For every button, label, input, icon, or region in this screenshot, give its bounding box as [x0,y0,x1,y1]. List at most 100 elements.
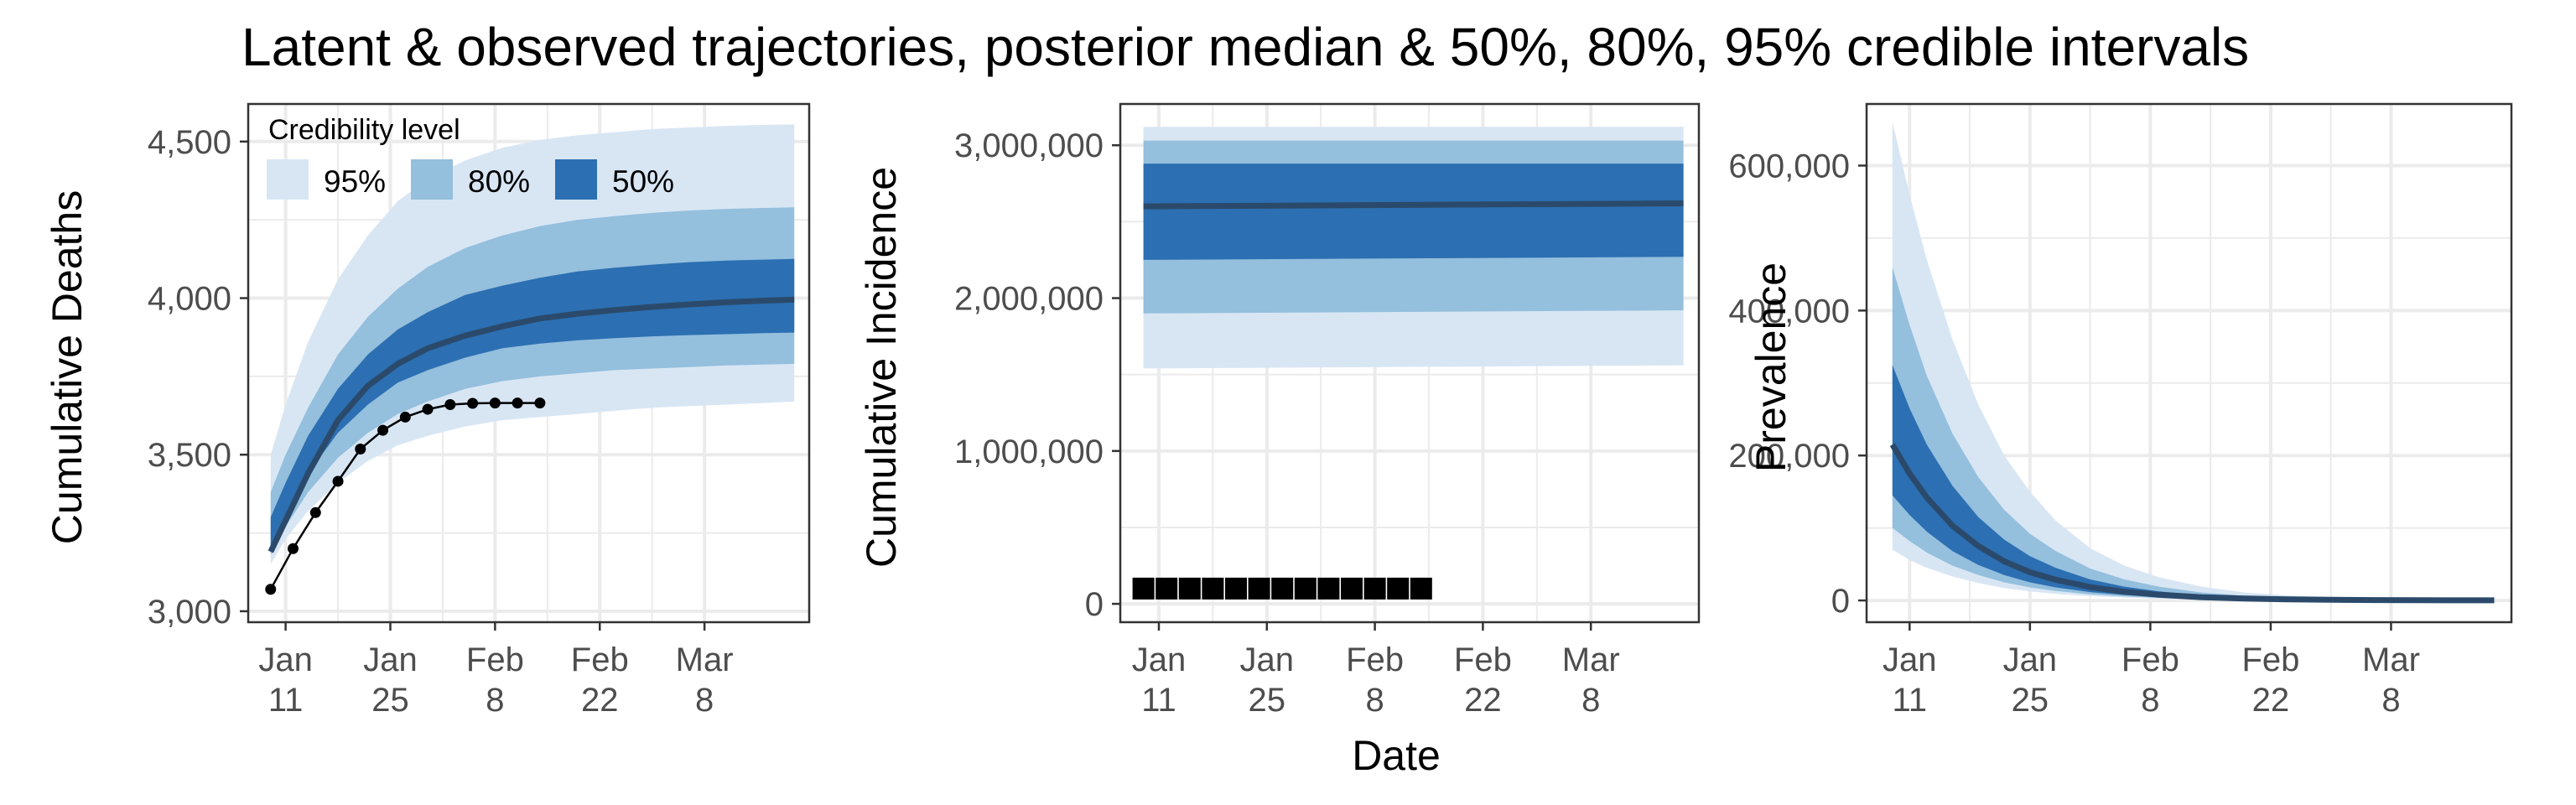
x-tick-label-month: Mar [676,641,734,678]
x-tick-label-day: 8 [695,682,714,719]
legend-label-80: 80% [468,164,530,199]
x-tick-label-month: Feb [1454,641,1512,678]
x-tick-label-month: Jan [363,641,418,678]
band-50 [270,258,795,549]
panel-cumulative-incidence: 0 1,000,000 2,000,000 3,000,000 Jan 11 Jan 25 Fe… [858,102,1701,719]
x-tick-label-month: Feb [571,641,629,678]
y-tick-label: 0 [1085,586,1104,623]
observed-layer [265,397,546,595]
observed-point [332,475,344,487]
x-tick-label-day: 25 [2012,682,2049,719]
observed-point [512,397,523,409]
panel-prevalence: 0 200,000 400,000 600,000 Jan 11 Jan 25 Feb 8 Feb 2… [1728,102,2513,719]
panel-border [1865,102,2513,624]
x-tick-label-day: 25 [371,682,409,719]
y-axis-title: Prevalence [1748,262,1794,472]
x-tick-label-day: 22 [1464,682,1502,719]
x-tick-label-month: Feb [2241,641,2299,678]
observed-point [1202,577,1224,600]
median-line [1143,200,1684,210]
x-tick-label-day: 8 [2141,682,2159,719]
x-tick-label-month: Jan [2003,641,2058,678]
legend-swatch-80 [411,159,453,200]
observed-point [489,397,501,409]
legend-title: Credibility level [268,114,460,146]
observed-point [1178,577,1201,600]
legend-swatch-50 [555,159,597,200]
grid-lines [1867,104,2511,622]
x-tick-label-month: Jan [1240,641,1295,678]
y-tick-label: 3,000 [148,594,231,631]
observed-point [1387,577,1410,600]
x-tick-label-day: 11 [268,682,304,719]
axes: 0 200,000 400,000 600,000 Jan 11 Jan 25 Feb 8 Feb 2… [1728,102,2513,719]
y-tick-label: 400,000 [1728,293,1850,330]
y-tick-label: 200,000 [1728,438,1850,475]
figure-title: Latent & observed trajectories, posterio… [242,17,2249,77]
observed-point [377,424,389,436]
observed-point [534,397,546,409]
median-layer [1889,443,2495,604]
panel-border [247,102,811,624]
x-tick-label-day: 25 [1249,682,1286,719]
x-tick-label-month: Feb [2122,641,2179,678]
x-tick-label-day: 22 [581,682,619,719]
y-tick-label: 4,500 [148,124,231,161]
y-tick-label: 3,500 [148,437,231,474]
credible-bands [1892,122,2495,601]
x-tick-label-day: 8 [1365,682,1384,719]
y-tick-label: 2,000,000 [954,281,1104,318]
x-tick-label-month: Feb [1346,641,1404,678]
observed-point [467,397,479,409]
observed-point [1410,577,1432,600]
observed-point [1317,577,1340,600]
y-tick-label: 0 [1831,583,1850,620]
panel-cumulative-deaths: 3,000 3,500 4,000 4,500 Jan 11 Jan 25 Feb 8 Feb 22 M… [44,102,811,719]
observed-point [444,398,456,410]
x-tick-label-month: Jan [258,641,313,678]
y-tick-label: 3,000,000 [954,127,1104,164]
x-tick-label-month: Mar [1562,641,1620,678]
observed-point [355,444,366,455]
panel-border [1119,102,1701,624]
observed-point [288,543,299,554]
observed-point [422,403,434,415]
observed-point [1341,577,1363,600]
observed-point [265,584,277,595]
y-axis-title: Cumulative Deaths [44,190,91,544]
axes: 3,000 3,500 4,000 4,500 Jan 11 Jan 25 Feb 8 Feb 22 M… [148,102,811,719]
observed-point [399,411,411,423]
x-tick-label-month: Mar [2362,641,2420,678]
x-tick-label-month: Feb [466,641,524,678]
median-line [1889,443,2495,604]
legend-label-50: 50% [612,164,674,199]
x-tick-label-day: 8 [2381,682,2400,719]
x-tick-label-day: 8 [1581,682,1600,719]
median-line [267,296,795,553]
median-layer [267,296,795,553]
observed-point [1248,577,1270,600]
observed-point [1271,577,1294,600]
band-50 [1143,164,1684,260]
x-tick-label-day: 11 [1893,682,1928,719]
legend: Credibility level 95% 80% 50% [267,114,674,200]
y-tick-label: 600,000 [1728,148,1850,184]
observed-point [1132,577,1155,600]
x-axis-title: Date [1352,732,1441,779]
x-tick-label-day: 8 [486,682,504,719]
observed-point [1225,577,1247,600]
x-tick-label-month: Jan [1132,641,1187,678]
y-axis-title: Cumulative Incidence [858,167,905,568]
legend-swatch-95 [267,159,309,200]
observed-point [1363,577,1386,600]
observed-layer [1132,577,1432,600]
x-tick-label-day: 11 [1141,682,1176,719]
credible-bands [270,124,795,564]
observed-point [309,506,321,518]
credible-bands [1143,127,1684,369]
y-tick-label: 1,000,000 [954,434,1104,470]
legend-label-95: 95% [324,164,386,199]
observed-point [1156,577,1178,600]
y-tick-label: 4,000 [148,281,231,318]
